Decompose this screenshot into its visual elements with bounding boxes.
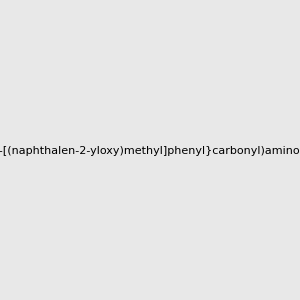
Text: 1-ethyl-N,N-dimethyl-4-[({3-[(naphthalen-2-yloxy)methyl]phenyl}carbonyl)amino]-1: 1-ethyl-N,N-dimethyl-4-[({3-[(naphthalen… — [0, 146, 300, 157]
